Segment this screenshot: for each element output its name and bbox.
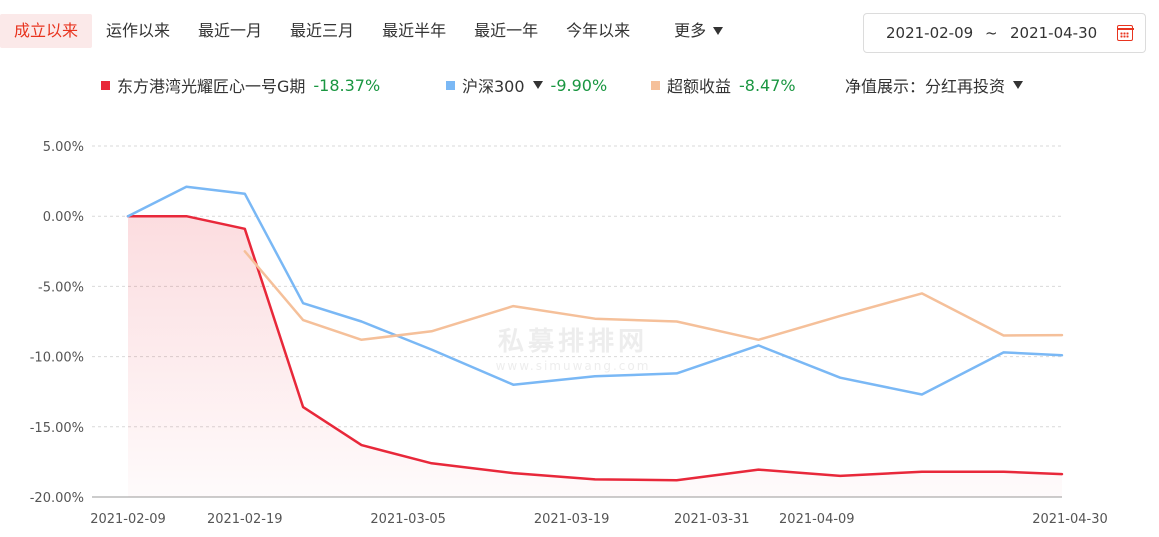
index-caret-down-icon[interactable] (532, 81, 543, 89)
legend-name-fund: 东方港湾光耀匠心一号G期 (117, 77, 306, 96)
y-tick-label: -10.00% (30, 351, 84, 366)
more-dropdown[interactable]: 更多 (660, 14, 737, 48)
display-mode-label: 净值展示： (845, 77, 926, 96)
tab-since-inception[interactable]: 成立以来 (0, 14, 93, 48)
date-end-input[interactable]: 2021-04-30 (1010, 24, 1098, 42)
tab-last-year[interactable]: 最近一年 (474, 21, 539, 40)
series-line-2 (243, 250, 1064, 342)
y-tick-label: 0.00% (43, 210, 84, 225)
y-axis-ticks: 5.00% 0.00% -5.00% -10.00% -15.00% -20.00% (30, 140, 84, 506)
watermark-en: www.simuwang.com (496, 359, 651, 373)
legend-item-excess[interactable]: 超额收益 -8.47% (651, 72, 796, 98)
x-axis-ticks: 2021-02-09 2021-02-19 2021-03-05 2021-03-19… (90, 512, 1108, 527)
y-tick-label: -20.00% (30, 491, 84, 506)
caret-down-icon (713, 27, 724, 35)
legend-item-index[interactable]: 沪深300 -9.90% (446, 72, 607, 98)
x-tick-label: 2021-02-09 (90, 512, 166, 527)
date-separator: ~ (985, 24, 998, 42)
legend-value-index: -9.90% (550, 75, 608, 95)
legend-swatch-index (446, 80, 455, 90)
legend-value-fund: -18.37% (313, 75, 381, 95)
x-tick-label: 2021-04-30 (1032, 512, 1108, 527)
series-lines (126, 185, 1064, 482)
y-tick-label: -5.00% (38, 280, 84, 295)
calendar-icon[interactable] (1116, 25, 1134, 41)
tab-year-to-date[interactable]: 今年以来 (566, 21, 631, 40)
fund-area (128, 216, 1062, 497)
legend-value-excess: -8.47% (739, 75, 796, 95)
x-tick-label: 2021-04-09 (779, 512, 855, 527)
area-fill-0 (128, 216, 1062, 497)
date-start-input[interactable]: 2021-02-09 (886, 24, 974, 42)
watermark-cn: 私募排排网 (498, 327, 648, 357)
period-tabs: 成立以来 运作以来 最近一月 最近三月 最近半年 最近一年 今年以来 更多 (0, 14, 737, 48)
tab-since-operation[interactable]: 运作以来 (106, 21, 171, 40)
legend-swatch-excess (651, 80, 660, 90)
tab-last-three-months[interactable]: 最近三月 (290, 21, 355, 40)
tab-last-month[interactable]: 最近一月 (198, 21, 263, 40)
display-mode-dropdown[interactable]: 净值展示： 分红再投资 (845, 72, 1024, 98)
display-mode-value: 分红再投资 (925, 77, 1006, 96)
legend-name-excess: 超额收益 (667, 77, 732, 96)
date-range-picker[interactable]: 2021-02-09 ~ 2021-04-30 (863, 13, 1146, 53)
more-label: 更多 (674, 21, 707, 40)
series-line-0 (126, 214, 1064, 482)
x-tick-label: 2021-03-05 (370, 512, 446, 527)
display-mode-caret-icon (1013, 81, 1024, 89)
series-line-1 (126, 185, 1064, 396)
legend-swatch-fund (101, 80, 110, 90)
x-tick-label: 2021-03-19 (534, 512, 610, 527)
legend-item-fund[interactable]: 东方港湾光耀匠心一号G期 -18.37% (101, 72, 380, 98)
chart-legend: 东方港湾光耀匠心一号G期 -18.37% 沪深300 -9.90% 超额收益 -… (0, 72, 1159, 98)
x-tick-label: 2021-03-31 (674, 512, 750, 527)
legend-name-index: 沪深300 (462, 77, 525, 96)
tab-last-half-year[interactable]: 最近半年 (382, 21, 447, 40)
y-tick-label: -15.00% (30, 421, 84, 436)
y-tick-label: 5.00% (43, 140, 84, 155)
watermark: 私募排排网 www.simuwang.com (496, 327, 651, 373)
x-tick-label: 2021-02-19 (207, 512, 283, 527)
